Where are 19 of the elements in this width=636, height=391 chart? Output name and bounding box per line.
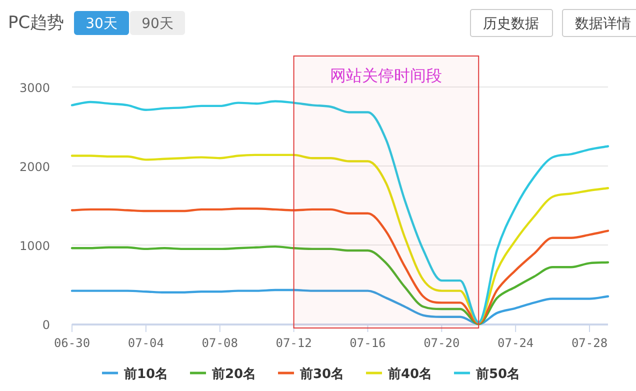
y-tick-label: 1000 xyxy=(19,239,50,253)
x-tick-label: 07-16 xyxy=(350,336,386,350)
x-tick-label: 07-28 xyxy=(571,336,608,350)
legend-label: 前10名 xyxy=(123,367,168,382)
band-label: 网站关停时间段 xyxy=(330,66,442,85)
x-tick-label: 07-04 xyxy=(128,336,164,350)
y-tick-label: 0 xyxy=(42,318,50,332)
x-tick-label: 07-20 xyxy=(424,336,460,350)
legend-label: 前50名 xyxy=(475,367,520,382)
x-tick-label: 07-12 xyxy=(276,336,312,350)
y-tick-label: 2000 xyxy=(19,160,50,174)
legend-label: 前20名 xyxy=(211,367,256,382)
x-tick-label: 07-08 xyxy=(202,336,238,350)
legend-label: 前30名 xyxy=(299,367,344,382)
y-tick-label: 3000 xyxy=(19,81,50,95)
legend-label: 前40名 xyxy=(387,367,432,382)
x-tick-label: 07-24 xyxy=(498,336,534,350)
chart-title: PC趋势 xyxy=(8,13,64,33)
x-tick-label: 06-30 xyxy=(54,336,90,350)
